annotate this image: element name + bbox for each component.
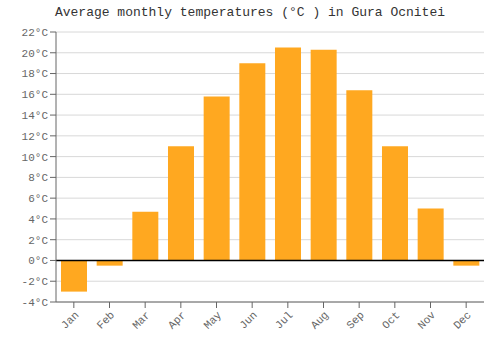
svg-text:Jun: Jun — [237, 309, 259, 331]
svg-text:May: May — [202, 309, 225, 332]
svg-text:12°C: 12°C — [22, 131, 49, 143]
svg-text:16°C: 16°C — [22, 89, 49, 101]
html-text:Average monthly temperatures (: Average monthly temperatures (°C ) in Gu… — [55, 5, 445, 20]
svg-text:4°C: 4°C — [28, 214, 48, 226]
svg-text:22°C: 22°C — [22, 27, 49, 39]
svg-text:18°C: 18°C — [22, 68, 49, 80]
svg-text:14°C: 14°C — [22, 110, 49, 122]
svg-text:2°C: 2°C — [28, 235, 48, 247]
svg-text:Apr: Apr — [166, 309, 188, 331]
svg-text:20°C: 20°C — [22, 48, 49, 60]
svg-text:0°C: 0°C — [28, 255, 48, 267]
svg-text:Jul: Jul — [273, 309, 295, 331]
svg-text:-2°C: -2°C — [22, 276, 49, 288]
svg-text:Aug: Aug — [309, 309, 331, 331]
svg-text:Nov: Nov — [416, 309, 439, 332]
svg-text:Feb: Feb — [95, 309, 117, 331]
svg-text:Jan: Jan — [59, 309, 81, 331]
svg-text:10°C: 10°C — [22, 152, 49, 164]
svg-text:Mar: Mar — [130, 309, 152, 331]
svg-text:-4°C: -4°C — [22, 297, 49, 309]
svg-text:8°C: 8°C — [28, 172, 48, 184]
svg-text:Sep: Sep — [344, 309, 366, 331]
svg-text:Dec: Dec — [451, 309, 473, 331]
svg-text:Oct: Oct — [380, 309, 402, 331]
svg-text:6°C: 6°C — [28, 193, 48, 205]
